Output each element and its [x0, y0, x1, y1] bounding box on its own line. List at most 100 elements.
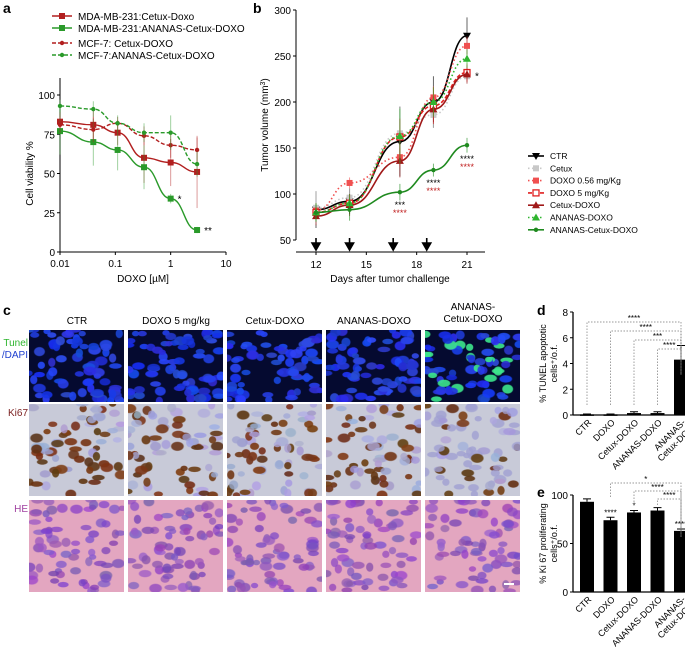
scale-bar — [504, 583, 514, 585]
series-0 — [57, 109, 201, 209]
legend-label: ANANAS-Cetux-DOXO — [550, 225, 638, 235]
significance: **** — [663, 491, 675, 500]
y-tick-label: 250 — [274, 52, 291, 63]
series-3 — [312, 63, 471, 222]
legend-marker — [532, 153, 540, 160]
x-tick-label: 12 — [310, 260, 322, 271]
panel-label-b: b — [253, 0, 262, 16]
y-axis-label: Tumor volume (mm3) — [260, 78, 272, 172]
x-tick-label: 1 — [168, 259, 174, 270]
bar-ctr — [580, 501, 594, 592]
data-point — [90, 139, 97, 146]
micrograph-ki67-1 — [128, 404, 223, 496]
x-axis-label: Days after tumor challenge — [330, 274, 450, 285]
y-tick-label: 2 — [562, 385, 568, 396]
legend-label: MDA-MB-231:ANANAS-Cetux-DOXO — [78, 24, 245, 35]
significance: **** — [393, 208, 408, 218]
significance: *** — [395, 200, 406, 210]
bar-ananas-doxo — [650, 510, 665, 592]
micrograph-tunel-0 — [29, 330, 124, 402]
x-tick-label: 21 — [461, 260, 473, 271]
bar-ananas-cetux-doxo — [674, 359, 685, 415]
legend-label: DOXO 5 mg/Kg — [550, 188, 609, 198]
data-point — [194, 147, 200, 153]
bar-ananas-cetux-doxo — [674, 530, 685, 592]
significance: ** — [204, 226, 212, 237]
treatment-arrow-icon — [387, 238, 399, 252]
y-tick-label: 75 — [44, 130, 56, 141]
micrograph-ki67-4 — [425, 404, 520, 496]
data-point — [141, 130, 147, 135]
legend-marker — [59, 40, 65, 46]
data-point — [463, 54, 471, 62]
column-label: DOXO 5 mg/kg — [142, 316, 210, 327]
y-tick-label: 25 — [44, 209, 56, 220]
micrograph-ki67-2 — [227, 404, 322, 496]
y-axis-label: Cell viability % — [25, 141, 36, 206]
y-tick-label: 6 — [562, 334, 568, 345]
significance: **** — [628, 314, 640, 323]
series-2 — [313, 36, 470, 218]
y-axis-label: cells⁺/o.f. — [549, 345, 559, 383]
y-tick-label: 0 — [562, 588, 568, 599]
data-point — [114, 146, 121, 153]
legend-marker — [533, 177, 539, 184]
y-tick-label: 300 — [274, 6, 291, 17]
error-bar — [630, 411, 638, 414]
chart-b-tumor-volume: 50 100 150 200 250 300 12 15 18 21 Days after tumo… — [260, 6, 639, 285]
series-line — [315, 57, 468, 214]
legend-marker — [59, 52, 65, 58]
bar-ananas-doxo — [650, 413, 665, 415]
data-point — [346, 179, 353, 186]
y-tick-label: 50 — [557, 540, 569, 551]
micrograph-tunel-3 — [326, 330, 421, 402]
data-point — [167, 159, 174, 166]
micrograph-he-2 — [227, 500, 322, 592]
legend-marker — [59, 13, 65, 19]
data-point — [429, 98, 438, 105]
significance: **** — [604, 508, 616, 517]
panel-label-c: c — [3, 302, 11, 318]
series-1 — [57, 107, 201, 234]
series-line — [315, 73, 468, 217]
significance: * — [644, 475, 647, 484]
comparison-bracket — [610, 330, 682, 405]
y-axis-label: % TUNEL apoptotic — [538, 324, 548, 403]
data-point — [464, 143, 470, 148]
micrograph-he-1 — [128, 500, 223, 592]
y-tick-label: 50 — [44, 170, 56, 181]
micrograph-he-4 — [425, 500, 520, 592]
data-point — [347, 207, 352, 212]
x-tick-label: CTR — [573, 594, 594, 615]
data-point — [141, 154, 148, 161]
panel-label-e: e — [537, 484, 545, 500]
significance: * — [475, 71, 479, 82]
row-label-line: HE — [14, 504, 28, 515]
series-line — [59, 105, 198, 165]
y-tick-label: 100 — [38, 91, 55, 102]
x-tick-label: 10 — [220, 259, 232, 270]
micrograph-he-0 — [29, 500, 124, 592]
data-point — [464, 42, 470, 49]
micrograph-ki67-0 — [29, 404, 124, 496]
data-point — [57, 118, 63, 125]
y-tick-label: 200 — [274, 98, 291, 109]
data-point — [57, 103, 63, 109]
row-label: HE — [0, 504, 28, 516]
series-0 — [312, 17, 471, 229]
micrograph-tunel-1 — [128, 330, 223, 402]
error-bar — [583, 498, 591, 502]
micrograph-he-3 — [326, 500, 421, 592]
data-point — [194, 161, 200, 167]
treatment-arrow-icon — [344, 238, 355, 252]
legend-label: CTR — [550, 151, 567, 161]
significance: **** — [675, 520, 685, 529]
treatment-arrow-icon — [421, 238, 433, 252]
y-tick-label: 4 — [562, 360, 568, 371]
legend-label: ANANAS-DOXO — [550, 213, 613, 223]
x-tick-label: 15 — [361, 260, 373, 271]
error-bar — [653, 507, 662, 511]
significance: **** — [460, 154, 475, 164]
legend-label: Cetux-DOXO — [550, 200, 600, 210]
